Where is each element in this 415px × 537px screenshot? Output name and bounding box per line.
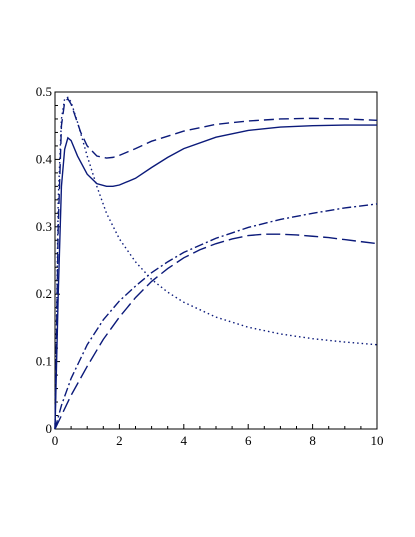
y-tick-label: 0.1 (36, 354, 52, 369)
x-tick-label: 2 (116, 433, 123, 448)
x-tick-label: 0 (52, 433, 59, 448)
x-tick-labels: 0 2 4 6 8 10 (52, 433, 384, 448)
x-tick-label: 8 (309, 433, 316, 448)
series-layer (54, 96, 378, 430)
series-dot-line (54, 96, 378, 430)
x-tick-label: 6 (245, 433, 252, 448)
x-tick-label: 4 (181, 433, 188, 448)
series-dashdot-line (54, 203, 378, 430)
x-tick-label: 10 (371, 433, 384, 448)
y-tick-label: 0.3 (36, 219, 52, 234)
y-tick-label: 0.2 (36, 286, 52, 301)
plot-frame (54, 91, 378, 430)
y-tick-labels: 0 0.1 0.2 0.3 0.4 0.5 (36, 84, 53, 436)
y-tick-label: 0.4 (36, 151, 53, 166)
axis-ticks (54, 91, 378, 430)
y-tick-label: 0.5 (36, 84, 52, 99)
series-longdash-line (54, 233, 378, 430)
series-dash-line (54, 97, 378, 430)
series-solid-line (54, 124, 377, 430)
y-tick-label: 0 (46, 421, 53, 436)
